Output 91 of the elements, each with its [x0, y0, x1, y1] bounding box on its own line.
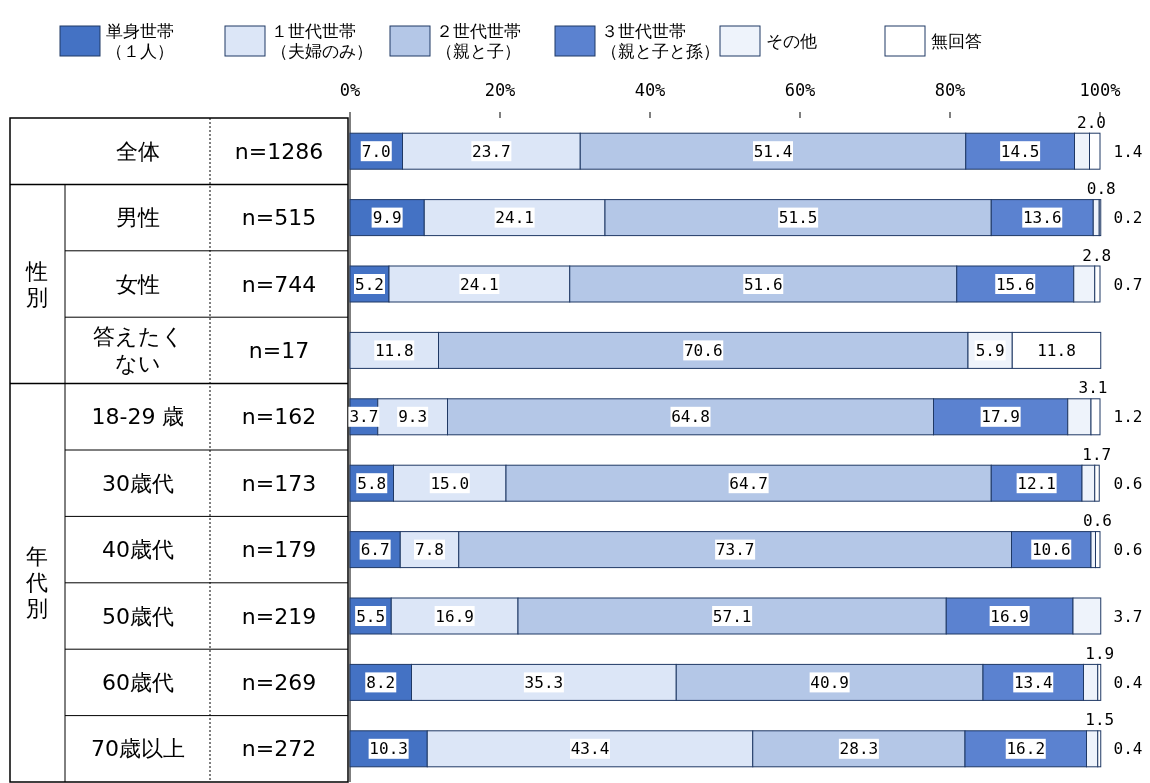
data-label: 24.1: [460, 274, 499, 294]
data-label: 11.8: [374, 340, 414, 360]
x-tick-label: 0%: [339, 80, 361, 100]
data-label: 0.7: [1113, 274, 1143, 294]
data-label: 14.5: [1000, 141, 1040, 161]
x-tick-label: 60%: [784, 80, 816, 100]
data-label: 3.7: [349, 407, 379, 427]
y-tick-label: 全体: [116, 138, 160, 164]
legend-label: ２世代世帯（親と子）: [436, 21, 521, 61]
legend-label: １世代世帯（夫婦のみ）: [271, 21, 373, 61]
data-label: 15.6: [995, 274, 1035, 294]
data-label: 0.8: [1086, 179, 1116, 199]
data-label: 16.2: [1006, 739, 1046, 759]
text: n=162: [241, 404, 317, 430]
data-label: 23.7: [472, 141, 511, 161]
data-label: 1.4: [1113, 141, 1143, 161]
data-label: 10.6: [1031, 540, 1071, 560]
data-label: 0.6: [1113, 540, 1143, 560]
text: n=744: [241, 271, 317, 297]
text: n=173: [241, 470, 317, 496]
data-label: 12.1: [1017, 473, 1056, 493]
data-label: 10.3: [369, 739, 408, 759]
y-tick-label: 50歳代: [102, 603, 174, 629]
x-tick-label: 40%: [634, 80, 666, 100]
text: n=219: [241, 603, 317, 629]
data-label: 5.8: [357, 473, 387, 493]
y-tick-label: 60歳代: [102, 669, 174, 695]
data-label: 6.7: [360, 540, 390, 560]
text: n=272: [241, 736, 317, 762]
data-label: 35.3: [524, 672, 564, 692]
data-label: 3.1: [1078, 378, 1108, 398]
data-label: 57.1: [712, 606, 752, 626]
text: n=515: [241, 205, 317, 231]
data-label: 1.2: [1113, 407, 1143, 427]
data-label: 5.5: [356, 606, 386, 626]
data-label: 15.0: [430, 473, 470, 493]
data-label: 13.4: [1013, 672, 1053, 692]
data-label: 1.5: [1085, 710, 1115, 730]
x-tick-label: 80%: [934, 80, 966, 100]
data-label: 5.2: [355, 274, 384, 294]
data-label: 13.6: [1022, 208, 1062, 228]
data-label: 0.4: [1113, 672, 1143, 692]
data-label: 0.4: [1113, 739, 1143, 759]
y-tick-label: 70歳以上: [91, 736, 185, 762]
y-tick-label: 女性: [116, 271, 160, 297]
text: n=17: [248, 337, 310, 363]
data-label: 70.6: [683, 340, 723, 360]
data-label: 8.2: [366, 672, 396, 692]
y-tick-label: 40歳代: [102, 537, 174, 563]
data-label: 64.7: [729, 473, 768, 493]
data-label: 9.9: [372, 208, 402, 228]
data-label: 64.8: [671, 407, 710, 427]
data-label: 3.7: [1113, 606, 1143, 626]
data-label: 73.7: [715, 540, 755, 560]
data-label: 11.8: [1037, 340, 1076, 360]
text: 性別: [25, 258, 48, 310]
legend-label: ３世代世帯（親と子と孫）: [601, 21, 720, 61]
data-label: 7.8: [415, 540, 444, 560]
data-label: 1.9: [1085, 643, 1115, 663]
data-label: 0.6: [1083, 511, 1112, 531]
x-tick-label: 20%: [484, 80, 516, 100]
legend-label: 単身世帯（１人）: [106, 21, 174, 61]
data-label: 0.2: [1113, 208, 1143, 228]
data-label: 51.6: [743, 274, 783, 294]
data-label: 51.5: [778, 208, 818, 228]
data-label: 0.6: [1113, 473, 1143, 493]
data-label: 51.4: [753, 141, 793, 161]
x-tick-label: 100%: [1079, 80, 1121, 100]
data-label: 7.0: [361, 141, 391, 161]
data-label: 5.9: [975, 340, 1005, 360]
legend-label: 無回答: [931, 31, 982, 51]
text: n=179: [241, 537, 317, 563]
data-label: 16.9: [435, 606, 474, 626]
text: 年代別: [25, 544, 48, 622]
data-label: 2.8: [1082, 245, 1112, 265]
data-label: 40.9: [810, 672, 849, 692]
y-tick-label: 18-29 歳: [91, 404, 185, 430]
y-tick-label: 男性: [116, 205, 160, 231]
data-label: 16.9: [990, 606, 1029, 626]
data-label: 28.3: [839, 739, 879, 759]
data-label: 2.0: [1077, 112, 1106, 132]
data-label: 24.1: [495, 208, 534, 228]
data-label: 9.3: [398, 407, 428, 427]
text: n=1286: [234, 138, 324, 164]
y-tick-label: 答えたくない: [92, 324, 184, 377]
y-tick-label: 30歳代: [102, 470, 174, 496]
legend-label: その他: [766, 31, 817, 51]
text: n=269: [241, 669, 317, 695]
data-label: 17.9: [981, 407, 1020, 427]
data-label: 1.7: [1082, 444, 1112, 464]
data-label: 43.4: [570, 739, 610, 759]
